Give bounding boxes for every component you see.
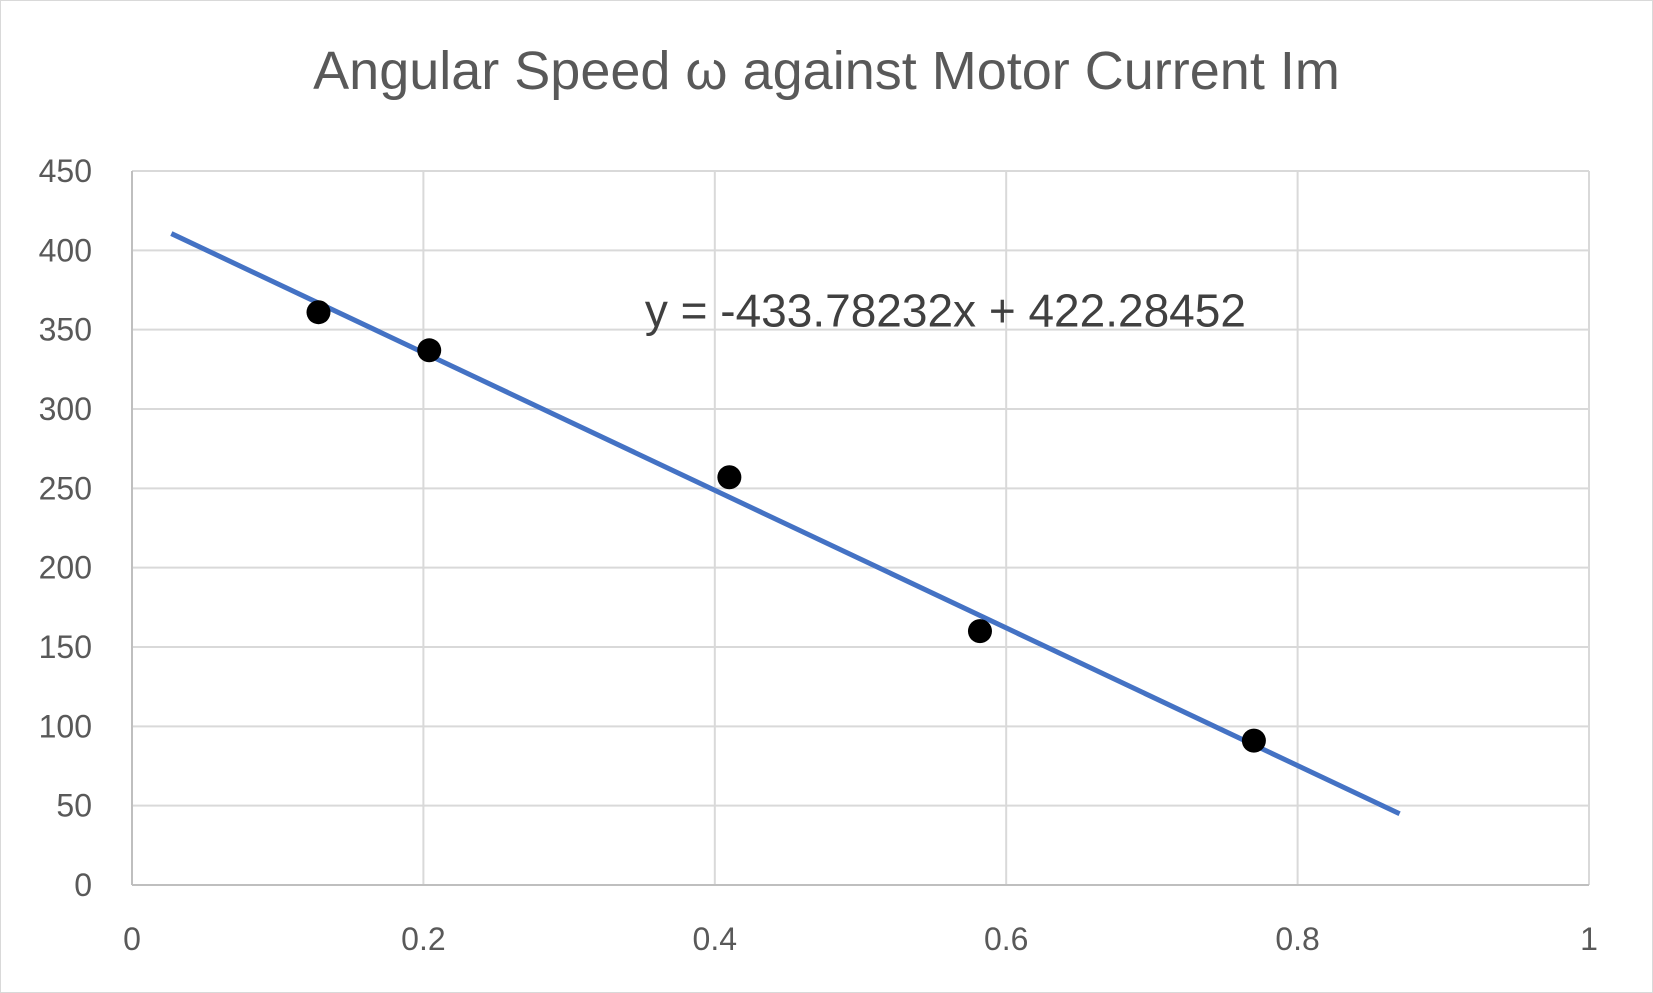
data-point	[967, 619, 992, 644]
trendline-equation: y = -433.78232x + 422.28452	[645, 284, 1246, 336]
x-tick-label: 1	[1580, 921, 1598, 957]
y-tick-label: 350	[39, 312, 92, 348]
x-tick-label: 0	[123, 921, 141, 957]
y-tick-label: 200	[39, 550, 92, 586]
chart-title: Angular Speed ω against Motor Current Im	[313, 41, 1340, 101]
y-tick-label: 300	[39, 391, 92, 427]
trendline	[170, 231, 1401, 817]
data-point	[417, 338, 442, 363]
trendline-group	[170, 231, 1401, 817]
y-tick-label: 100	[39, 708, 92, 744]
tick-labels: 0 50 100 150 200 250 300 350 400 450 0 0.2 0.4 0.6 0.8…	[39, 153, 1598, 957]
y-tick-label: 400	[39, 232, 92, 268]
x-tick-label: 0.4	[693, 921, 737, 957]
grid-lines	[132, 170, 1590, 885]
x-tick-label: 0.6	[984, 921, 1028, 957]
y-tick-label: 250	[39, 470, 92, 506]
data-point	[717, 465, 742, 490]
y-tick-label: 150	[39, 629, 92, 665]
x-tick-label: 0.2	[401, 921, 445, 957]
y-tick-label: 0	[74, 867, 92, 903]
y-tick-label: 50	[56, 788, 92, 824]
axes	[131, 171, 1589, 886]
y-tick-label: 450	[39, 153, 92, 189]
data-point	[306, 300, 331, 325]
annotations: y = -433.78232x + 422.28452	[645, 284, 1246, 336]
x-tick-label: 0.8	[1275, 921, 1319, 957]
data-points	[306, 300, 1266, 753]
data-point	[1241, 728, 1266, 753]
